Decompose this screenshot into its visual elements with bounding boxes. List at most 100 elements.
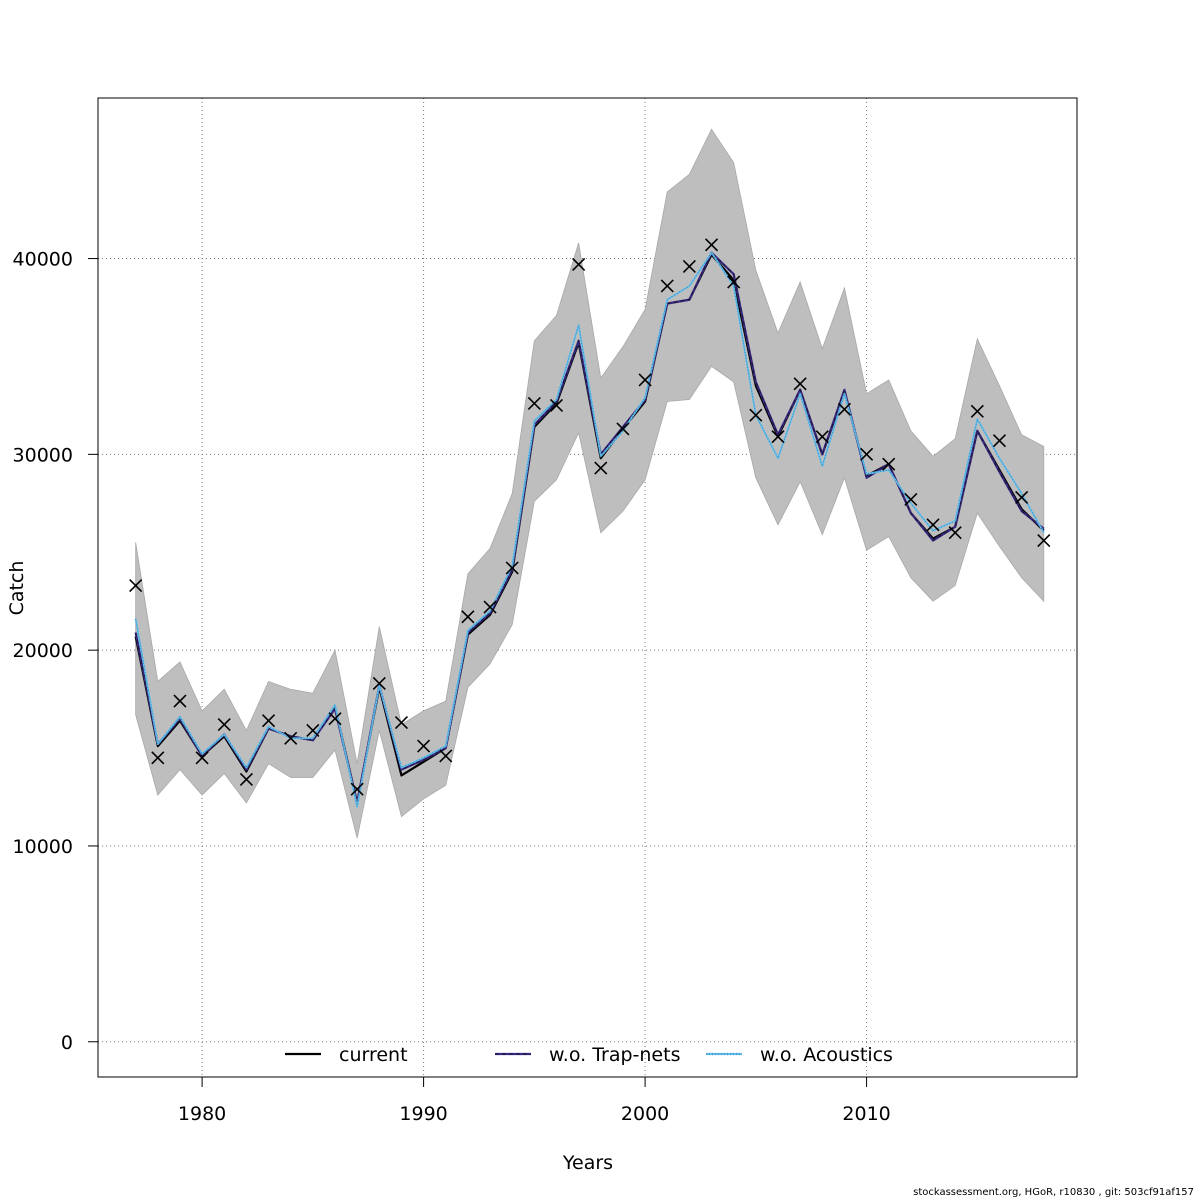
observed-point <box>350 782 364 796</box>
observed-point <box>239 772 253 786</box>
legend-label: w.o. Acoustics <box>760 1044 893 1066</box>
x-tick-label: 2010 <box>842 1103 890 1125</box>
observed-point <box>948 526 962 540</box>
observed-point-stroke <box>594 461 608 475</box>
observed-point <box>417 739 431 753</box>
x-tick-label: 1990 <box>399 1103 447 1125</box>
y-axis-title: Catch <box>6 561 28 616</box>
observed-point-stroke <box>239 772 253 786</box>
observed-point <box>616 422 630 436</box>
x-tick-label: 2000 <box>621 1103 669 1125</box>
observed-point-stroke <box>948 526 962 540</box>
observed-point <box>394 716 409 730</box>
observed-point <box>129 578 143 593</box>
observed-point <box>372 676 386 691</box>
observed-point <box>527 396 541 411</box>
observed-point <box>483 600 497 614</box>
observed-point-stroke <box>151 751 165 765</box>
observed-point-stroke <box>638 373 652 387</box>
observed-point-stroke <box>727 275 741 289</box>
observed-point-stroke <box>439 749 453 763</box>
observed-point <box>173 694 187 708</box>
observed-point <box>926 518 940 532</box>
observed-point-stroke <box>483 600 497 614</box>
observed-point <box>749 408 763 422</box>
plot-frame <box>97 97 1078 1078</box>
observed-point-stroke <box>793 377 807 391</box>
observed-point-stroke <box>173 694 187 708</box>
y-tick-label: 10000 <box>13 836 73 858</box>
y-tick-label: 30000 <box>13 444 73 466</box>
observed-point-stroke <box>970 404 984 418</box>
observed-point <box>882 457 896 471</box>
observed-point-stroke <box>682 259 696 273</box>
observed-point <box>793 377 807 391</box>
observed-point-stroke <box>771 430 785 444</box>
axes: 1980 1990 2000 2010 0 10000 20000 30000 40000 <box>13 249 891 1125</box>
observed-point-stroke <box>882 457 896 471</box>
observed-point <box>261 714 276 728</box>
observed-point <box>638 373 652 387</box>
observed-point <box>549 398 564 412</box>
observed-point-stroke <box>860 447 874 461</box>
observed-point-stroke <box>217 717 231 732</box>
observed-point-stroke <box>129 578 143 593</box>
legend-label: current <box>339 1044 408 1066</box>
y-tick-label: 0 <box>61 1032 73 1054</box>
observed-point-stroke <box>1037 533 1051 548</box>
observed-point <box>217 717 231 732</box>
observed-point-stroke <box>992 434 1007 448</box>
observed-point-stroke <box>306 723 320 737</box>
observed-markers <box>129 238 1051 796</box>
observed-point <box>660 279 674 293</box>
observed-point <box>439 749 453 763</box>
observed-point <box>284 731 298 745</box>
observed-point <box>904 492 918 506</box>
observed-point-stroke <box>549 398 564 412</box>
observed-point <box>461 610 475 624</box>
observed-point-stroke <box>704 238 719 252</box>
observed-point-stroke <box>417 739 431 753</box>
observed-point-stroke <box>926 518 940 532</box>
observed-point-stroke <box>461 610 475 624</box>
observed-point-stroke <box>660 279 674 293</box>
observed-point-stroke <box>749 408 763 422</box>
observed-point-stroke <box>261 714 276 728</box>
x-axis-title: Years <box>562 1152 613 1174</box>
confidence-band-layer <box>135 128 1045 839</box>
legend-item: w.o. Acoustics <box>706 1044 893 1066</box>
y-tick-label: 20000 <box>13 640 73 662</box>
observed-point <box>572 257 586 271</box>
observed-point-stroke <box>616 422 630 436</box>
observed-point <box>505 561 519 575</box>
legend: current w.o. Trap-nets w.o. Acoustics <box>285 1044 893 1066</box>
observed-point-stroke <box>815 430 829 444</box>
observed-point <box>682 259 696 273</box>
observed-point-stroke <box>195 751 209 765</box>
observed-point <box>306 723 320 737</box>
observed-point <box>771 430 785 444</box>
observed-point <box>727 275 741 289</box>
observed-point <box>992 434 1007 448</box>
observed-point-stroke <box>394 716 409 730</box>
observed-point-stroke <box>328 712 342 726</box>
x-tick-label: 1980 <box>178 1103 226 1125</box>
observed-point <box>151 751 165 765</box>
observed-point-stroke <box>350 782 364 796</box>
legend-item: w.o. Trap-nets <box>495 1044 680 1066</box>
observed-point-stroke <box>572 257 586 271</box>
observed-point <box>970 404 984 418</box>
observed-point-stroke <box>1015 490 1029 504</box>
observed-point <box>1015 490 1029 504</box>
observed-point <box>195 751 209 765</box>
observed-point <box>860 447 874 461</box>
acoustics-dot-overlay <box>135 251 1045 807</box>
observed-point <box>594 461 608 475</box>
legend-item: current <box>285 1044 408 1066</box>
confidence-band <box>135 128 1045 839</box>
observed-point <box>704 238 719 252</box>
y-tick-label: 40000 <box>13 249 73 271</box>
observed-point-stroke <box>505 561 519 575</box>
observed-point-stroke <box>527 396 541 411</box>
